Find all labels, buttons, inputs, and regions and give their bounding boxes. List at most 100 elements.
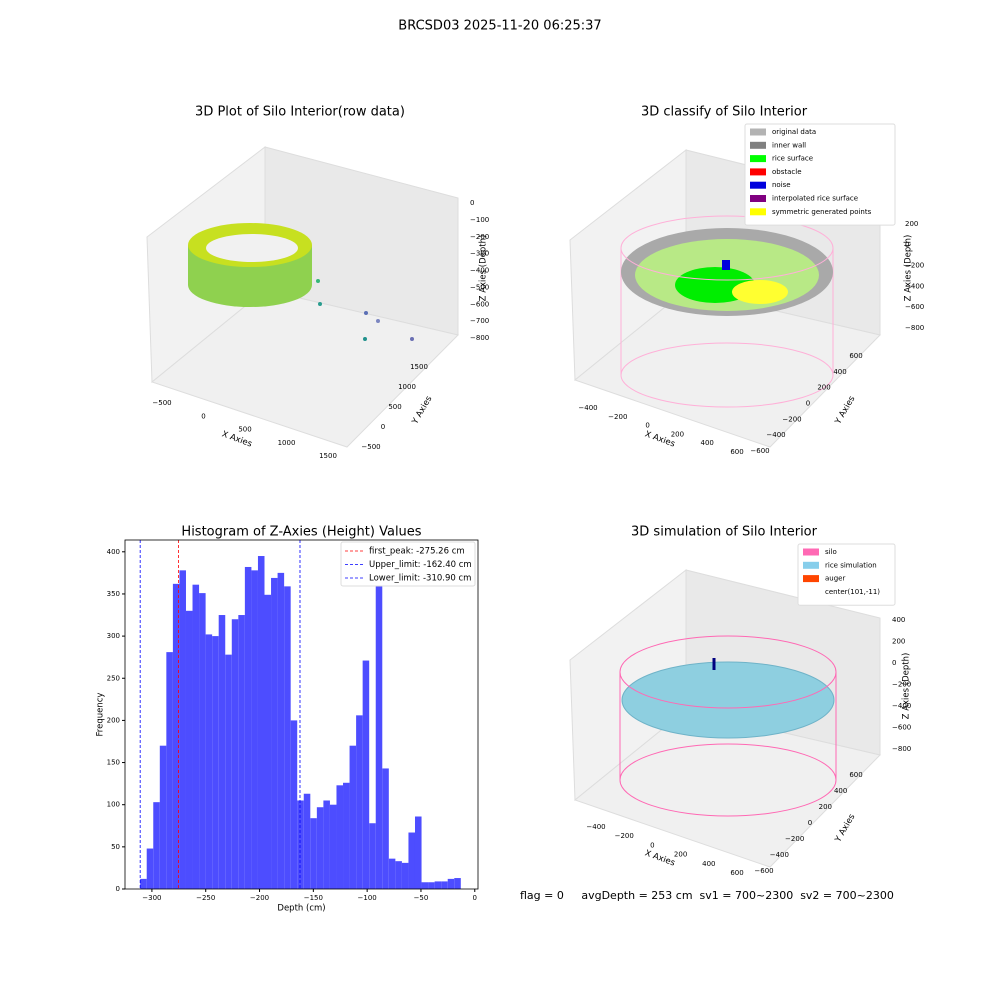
legend-label: symmetric generated points — [772, 208, 872, 216]
figure-title: BRCSD03 2025-11-20 06:25:37 — [398, 19, 601, 34]
bar — [297, 800, 304, 889]
legend-box — [744, 123, 896, 226]
z-tick-label: 400 — [892, 616, 905, 624]
legend-label: Lower_limit: -310.90 cm — [369, 574, 471, 584]
y-tick-label: 0 — [806, 400, 810, 408]
z-tick-label: 0 — [470, 199, 474, 207]
bar — [421, 882, 429, 889]
z-tick-label: −800 — [892, 745, 911, 753]
x-tick-label: 1000 — [278, 439, 296, 447]
bar — [401, 862, 409, 889]
bar — [264, 594, 272, 889]
bar — [290, 720, 298, 889]
bar — [343, 782, 350, 889]
bar — [244, 566, 252, 889]
y-tick-label: 600 — [849, 352, 862, 360]
y-tick-label: 200 — [817, 384, 830, 392]
legend-label: rice surface — [772, 155, 813, 163]
z-tick-label: −800 — [470, 334, 489, 342]
z-tick-label: 200 — [892, 638, 905, 646]
bar — [454, 878, 461, 889]
bar — [414, 816, 422, 889]
y-tick-label: −600 — [750, 447, 769, 455]
bar — [323, 800, 330, 889]
bar — [336, 785, 344, 889]
legend-label: inner wall — [772, 141, 806, 149]
panes-0 — [146, 145, 459, 448]
z-tick-label: −200 — [470, 233, 489, 241]
bar — [388, 858, 396, 889]
x-tick-label: −200 — [608, 413, 627, 421]
legend-swatch — [750, 181, 766, 189]
z-tick-label: 0 — [892, 659, 896, 667]
z-axis-label: Z Axies (Depth) — [902, 653, 912, 720]
y-tick-label: 100 — [107, 801, 120, 809]
z-tick-label: −400 — [470, 267, 489, 275]
x-tick-label: −50 — [414, 894, 429, 902]
legend-swatch — [750, 128, 766, 136]
bar — [310, 818, 317, 889]
x-tick-label: 600 — [730, 448, 743, 456]
z-tick-label: −800 — [905, 324, 924, 332]
bar — [277, 572, 285, 889]
bar — [441, 881, 448, 889]
legend-label: noise — [772, 181, 791, 189]
legend-box — [340, 541, 476, 587]
bar — [140, 878, 147, 889]
x-tick-label: 0 — [645, 422, 649, 430]
z-tick-label: −200 — [892, 681, 911, 689]
bar — [382, 768, 389, 889]
x-tick-label: 400 — [701, 439, 714, 447]
x-tick-label: 500 — [238, 426, 251, 434]
x-tick-label: −400 — [586, 823, 605, 831]
y-tick-label: 500 — [388, 403, 401, 411]
bar — [257, 556, 265, 889]
x-tick-label: −200 — [250, 894, 269, 902]
bar — [251, 570, 258, 889]
y-tick-label: 600 — [849, 771, 862, 779]
x-tick-label: −500 — [152, 399, 171, 407]
x-tick-label: 0 — [650, 841, 654, 849]
bar — [271, 577, 278, 889]
z-axis-label: Z Axies (Depth) — [904, 235, 914, 302]
legend-swatch — [803, 575, 819, 583]
y-axis-label: Y Axies — [833, 394, 858, 427]
legend-label: original data — [772, 128, 816, 136]
axes-frame — [124, 539, 479, 890]
bar — [408, 832, 415, 889]
y-tick-label: 50 — [111, 843, 120, 851]
bar — [172, 583, 180, 889]
z-tick-label: −600 — [892, 724, 911, 732]
footer: flag = 0 avgDepth = 253 cm sv1 = 700~230… — [520, 889, 894, 902]
z-tick-label: −400 — [905, 282, 924, 290]
x-tick-label: 0 — [473, 894, 477, 902]
bar — [369, 823, 376, 889]
y-tick-label: 350 — [107, 590, 120, 598]
legend-label: auger — [825, 575, 845, 583]
x-tick-label: −100 — [358, 894, 377, 902]
z-tick-label: 0 — [905, 241, 909, 249]
y-tick-label: 1000 — [398, 383, 416, 391]
z-tick-label: −600 — [905, 303, 924, 311]
panel-title: Histogram of Z-Axies (Height) Values — [181, 525, 421, 540]
y-tick-label: 300 — [107, 632, 120, 640]
y-tick-label: 0 — [381, 423, 385, 431]
legend-label: rice simulation — [825, 561, 877, 569]
y-tick-label: 200 — [819, 803, 832, 811]
z-tick-label: −700 — [470, 317, 489, 325]
bar — [166, 652, 173, 889]
bar — [303, 793, 311, 889]
panes-3 — [569, 568, 881, 868]
legend-box — [797, 543, 896, 606]
z-tick-label: 200 — [905, 220, 918, 228]
z-tick-label: −600 — [470, 300, 489, 308]
y-tick-label: 400 — [833, 368, 846, 376]
legend-label: Upper_limit: -162.40 cm — [369, 560, 472, 570]
bar — [284, 586, 291, 889]
y-tick-label: 0 — [808, 819, 812, 827]
x-tick-label: 600 — [730, 869, 743, 877]
z-tick-label: −300 — [470, 250, 489, 258]
panel-title: 3D classify of Silo Interior — [641, 105, 808, 120]
legend-swatch — [803, 561, 819, 569]
